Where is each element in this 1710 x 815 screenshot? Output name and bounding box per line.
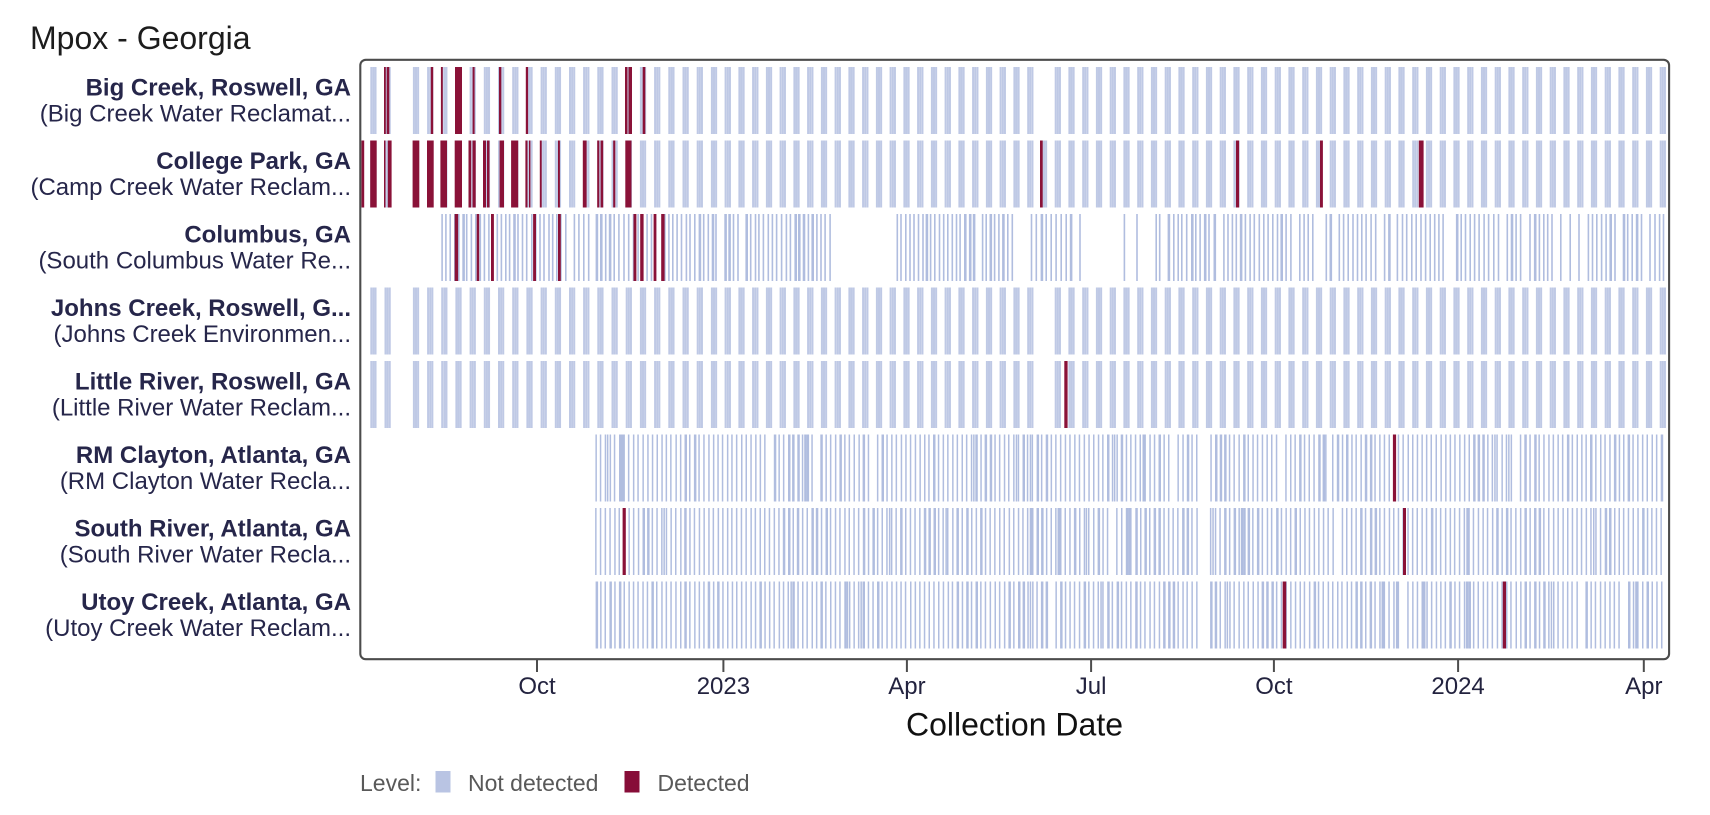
svg-text:Detected: Detected (658, 770, 750, 796)
svg-text:Johns Creek, Roswell, G...: Johns Creek, Roswell, G... (51, 295, 351, 322)
svg-text:(RM Clayton Water Recla...: (RM Clayton Water Recla... (60, 468, 351, 495)
svg-text:Apr: Apr (888, 673, 925, 700)
svg-text:Little River, Roswell, GA: Little River, Roswell, GA (75, 369, 351, 396)
svg-text:Not detected: Not detected (468, 770, 598, 796)
svg-text:2024: 2024 (1431, 673, 1484, 700)
svg-text:Collection Date: Collection Date (906, 707, 1123, 743)
svg-text:Oct: Oct (518, 673, 556, 700)
svg-text:Apr: Apr (1625, 673, 1662, 700)
svg-text:(Johns Creek Environmen...: (Johns Creek Environmen... (54, 321, 351, 348)
svg-text:Mpox - Georgia: Mpox - Georgia (30, 20, 251, 56)
svg-text:RM Clayton, Atlanta, GA: RM Clayton, Atlanta, GA (76, 442, 351, 469)
svg-text:Jul: Jul (1076, 673, 1107, 700)
svg-text:College Park, GA: College Park, GA (156, 148, 351, 175)
svg-text:South River, Atlanta, GA: South River, Atlanta, GA (75, 516, 351, 543)
svg-text:(Little River Water Reclam...: (Little River Water Reclam... (52, 395, 351, 422)
svg-text:Columbus, GA: Columbus, GA (184, 222, 351, 249)
svg-text:(South Columbus Water Re...: (South Columbus Water Re... (38, 248, 351, 275)
svg-text:Level:: Level: (360, 770, 421, 796)
svg-text:Big Creek, Roswell, GA: Big Creek, Roswell, GA (86, 75, 351, 102)
svg-text:(Camp Creek Water Reclam...: (Camp Creek Water Reclam... (30, 174, 351, 201)
svg-text:(South River Water Recla...: (South River Water Recla... (60, 542, 351, 569)
svg-text:(Big Creek Water Reclamat...: (Big Creek Water Reclamat... (40, 101, 351, 128)
svg-text:Oct: Oct (1255, 673, 1293, 700)
svg-text:Utoy Creek, Atlanta, GA: Utoy Creek, Atlanta, GA (81, 589, 351, 616)
svg-text:2023: 2023 (697, 673, 750, 700)
svg-text:(Utoy Creek Water Reclam...: (Utoy Creek Water Reclam... (45, 615, 351, 642)
